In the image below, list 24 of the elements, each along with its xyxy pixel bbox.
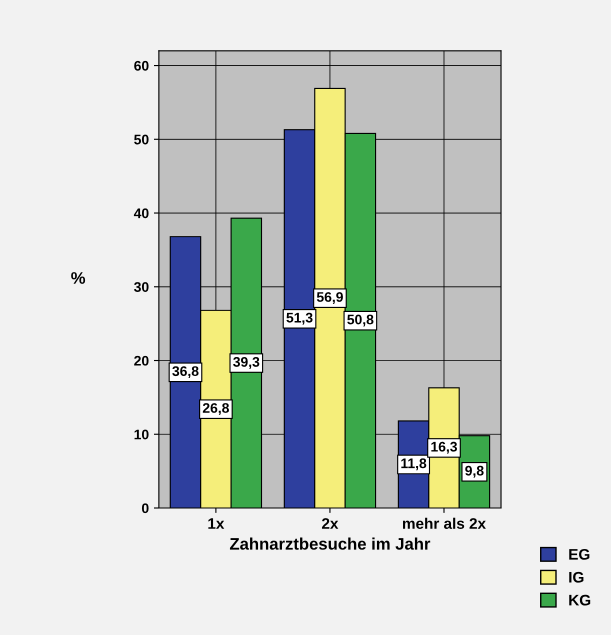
data-label: 16,3 <box>431 442 458 454</box>
y-tick-label: 60 <box>134 60 149 71</box>
x-axis-title: Zahnarztbesuche im Jahr <box>230 538 430 550</box>
data-label: 9,8 <box>465 466 484 478</box>
data-label: 11,8 <box>401 458 426 470</box>
data-label: 39,3 <box>233 356 260 369</box>
data-label: 50,8 <box>347 314 374 326</box>
y-tick-label: 20 <box>134 356 149 366</box>
x-tick-label: 2x <box>322 518 338 529</box>
legend-label: IG <box>569 572 584 583</box>
y-tick-label: 0 <box>142 503 149 514</box>
legend-label: EG <box>569 548 590 560</box>
y-tick-label: 30 <box>134 282 149 292</box>
x-tick-label: 1x <box>208 518 224 529</box>
y-tick-label: 10 <box>134 430 149 440</box>
data-label: 26,8 <box>202 403 229 415</box>
y-tick-label: 50 <box>134 134 149 144</box>
y-axis-title: % <box>71 272 86 284</box>
data-label: 56,9 <box>316 292 343 304</box>
legend-label: KG <box>569 594 590 606</box>
data-label: 51,3 <box>286 312 313 325</box>
y-tick-label: 40 <box>134 208 149 218</box>
data-label: 36,8 <box>172 366 199 378</box>
x-tick-label: mehr als 2x <box>402 518 486 529</box>
